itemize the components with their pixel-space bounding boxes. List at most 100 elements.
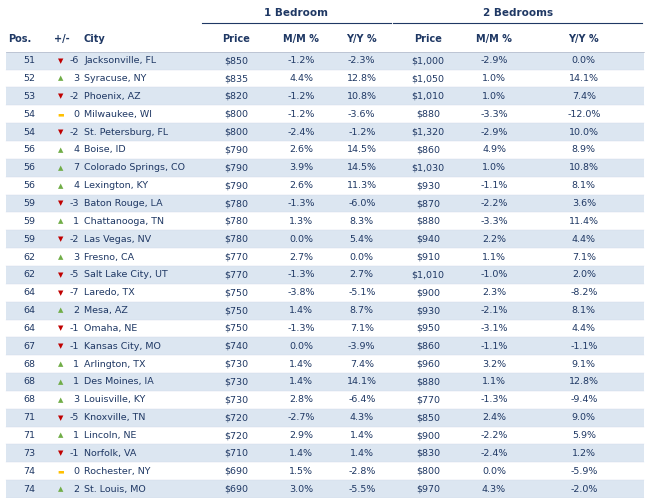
Text: Boise, ID: Boise, ID [84, 145, 126, 154]
Text: -2.1%: -2.1% [480, 306, 508, 315]
Text: Y/Y %: Y/Y % [346, 34, 377, 44]
Text: 1.4%: 1.4% [350, 431, 374, 440]
Text: 62: 62 [23, 270, 36, 279]
Text: ▼: ▼ [58, 129, 63, 135]
Text: 1.2%: 1.2% [572, 449, 596, 458]
Text: Arlington, TX: Arlington, TX [84, 360, 146, 369]
Text: -1: -1 [70, 342, 79, 351]
Text: $910: $910 [416, 252, 440, 261]
Text: 67: 67 [23, 342, 36, 351]
Bar [6, 248, 644, 266]
Text: Fresno, CA: Fresno, CA [84, 252, 135, 261]
Text: -3.1%: -3.1% [480, 324, 508, 333]
Text: Chattanooga, TN: Chattanooga, TN [84, 217, 164, 226]
Text: -1: -1 [70, 449, 79, 458]
Text: 7.4%: 7.4% [572, 92, 596, 101]
Text: 59: 59 [23, 217, 36, 226]
Text: -1.1%: -1.1% [570, 342, 598, 351]
Text: ▼: ▼ [58, 94, 63, 100]
Text: 14.1%: 14.1% [347, 377, 377, 386]
Text: -5: -5 [70, 270, 79, 279]
Text: ▼: ▼ [58, 290, 63, 296]
Text: Colorado Springs, CO: Colorado Springs, CO [84, 163, 185, 172]
Text: Salt Lake City, UT: Salt Lake City, UT [84, 270, 168, 279]
Text: -2.2%: -2.2% [480, 431, 508, 440]
Text: ▲: ▲ [58, 165, 63, 171]
Text: -6.4%: -6.4% [348, 395, 375, 404]
Text: Syracuse, NY: Syracuse, NY [84, 74, 147, 83]
Text: Des Moines, IA: Des Moines, IA [84, 377, 154, 386]
Text: 1.4%: 1.4% [289, 306, 313, 315]
Text: $710: $710 [224, 449, 248, 458]
Text: Phoenix, AZ: Phoenix, AZ [84, 92, 141, 101]
Text: $800: $800 [224, 110, 248, 119]
Text: 4.3%: 4.3% [482, 485, 506, 494]
Text: 4.4%: 4.4% [572, 324, 596, 333]
Text: ▲: ▲ [58, 308, 63, 314]
Text: 4: 4 [73, 181, 79, 190]
Text: -8.2%: -8.2% [570, 288, 598, 297]
Text: 1.0%: 1.0% [482, 163, 506, 172]
Text: 9.0%: 9.0% [572, 413, 596, 422]
Text: 2.6%: 2.6% [289, 145, 313, 154]
Text: City: City [83, 34, 105, 44]
Text: -1.2%: -1.2% [287, 92, 315, 101]
Text: 74: 74 [23, 467, 36, 476]
Text: ▼: ▼ [58, 450, 63, 456]
Bar [6, 123, 644, 141]
Text: $930: $930 [416, 306, 440, 315]
Text: 1.4%: 1.4% [289, 360, 313, 369]
Text: 3.9%: 3.9% [289, 163, 313, 172]
Text: $1,000: $1,000 [411, 56, 444, 65]
Text: ▼: ▼ [58, 325, 63, 332]
Text: ▲: ▲ [58, 379, 63, 385]
Text: 71: 71 [23, 413, 36, 422]
Text: $830: $830 [416, 449, 440, 458]
Text: 64: 64 [23, 324, 36, 333]
Text: 7.1%: 7.1% [572, 252, 596, 261]
Text: 1.5%: 1.5% [289, 467, 313, 476]
Text: $770: $770 [224, 270, 248, 279]
Text: $750: $750 [224, 306, 248, 315]
Text: $820: $820 [224, 92, 248, 101]
Text: 2: 2 [73, 306, 79, 315]
Text: -5.5%: -5.5% [348, 485, 375, 494]
Text: 10.8%: 10.8% [569, 163, 599, 172]
Text: St. Petersburg, FL: St. Petersburg, FL [84, 127, 168, 136]
Bar [6, 391, 644, 409]
Text: $780: $780 [224, 217, 248, 226]
Text: 64: 64 [23, 306, 36, 315]
Text: $740: $740 [224, 342, 248, 351]
Bar [6, 230, 644, 248]
Text: 2.6%: 2.6% [289, 181, 313, 190]
Text: 1: 1 [73, 431, 79, 440]
Text: -1.2%: -1.2% [287, 56, 315, 65]
Bar [6, 141, 644, 159]
Text: 64: 64 [23, 288, 36, 297]
Text: 7: 7 [73, 163, 79, 172]
Text: 0.0%: 0.0% [572, 56, 596, 65]
Bar [6, 177, 644, 195]
Text: -2.8%: -2.8% [348, 467, 375, 476]
Text: -2.3%: -2.3% [348, 56, 375, 65]
Text: -6.0%: -6.0% [348, 199, 375, 208]
Text: Las Vegas, NV: Las Vegas, NV [84, 235, 151, 244]
Text: $750: $750 [224, 324, 248, 333]
Text: 11.3%: 11.3% [347, 181, 377, 190]
Text: ▼: ▼ [58, 272, 63, 278]
Text: 74: 74 [23, 485, 36, 494]
Text: Lincoln, NE: Lincoln, NE [84, 431, 137, 440]
Text: 68: 68 [23, 395, 36, 404]
Text: $1,050: $1,050 [411, 74, 444, 83]
Text: $940: $940 [416, 235, 440, 244]
Text: 7.1%: 7.1% [350, 324, 374, 333]
Text: 10.8%: 10.8% [347, 92, 377, 101]
Text: -5.9%: -5.9% [570, 467, 598, 476]
Bar [6, 462, 644, 480]
Text: 3: 3 [73, 395, 79, 404]
Text: -3: -3 [70, 199, 79, 208]
Bar [6, 70, 644, 88]
Text: $860: $860 [416, 342, 440, 351]
Text: Laredo, TX: Laredo, TX [84, 288, 135, 297]
Text: $900: $900 [416, 431, 440, 440]
